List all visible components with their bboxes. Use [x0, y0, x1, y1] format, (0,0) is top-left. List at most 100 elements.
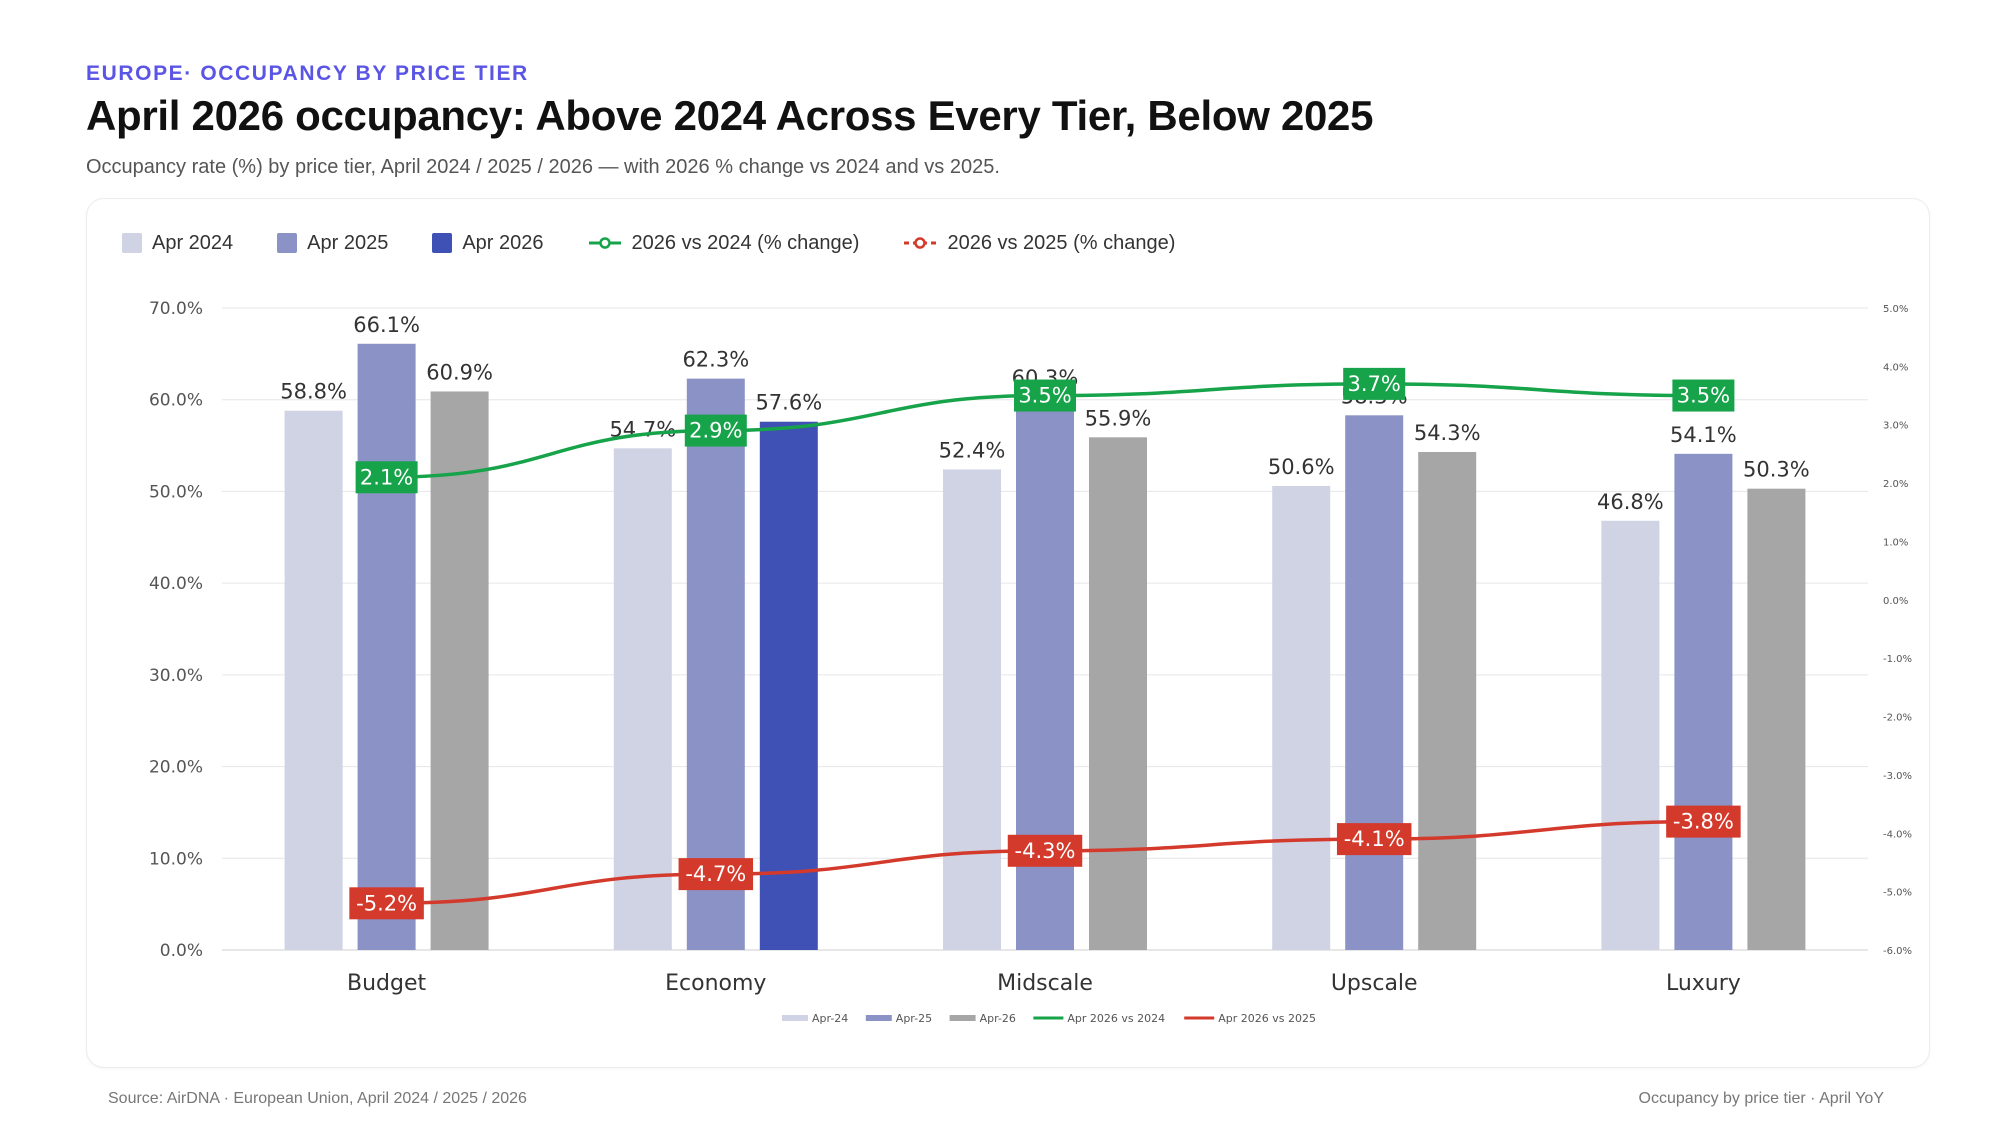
line-value-box: [684, 414, 747, 447]
legend-label: 2026 vs 2024 (% change): [631, 231, 860, 254]
source-note: Source: AirDNA · European Union, April 2…: [108, 1090, 527, 1107]
y-tick-label: 40.0%: [149, 574, 203, 594]
line-value-box: [1672, 379, 1735, 412]
bar-value-label: 60.9%: [426, 360, 493, 384]
bar: [759, 421, 818, 950]
y2-tick-label: 4.0%: [1883, 362, 1908, 373]
bottom-legend-swatch: [949, 1015, 976, 1021]
category-label: Budget: [347, 971, 427, 996]
line-value-box: [1007, 834, 1083, 867]
bar: [943, 469, 1001, 950]
bar: [1674, 453, 1733, 950]
bar-value-label: 54.1%: [1670, 423, 1737, 447]
y-tick-label: 10.0%: [149, 849, 203, 869]
bottom-legend-label: Apr-25: [896, 1012, 932, 1025]
line-value-box: [355, 461, 418, 494]
legend-swatch-apr-2026: [432, 233, 453, 253]
bar: [284, 410, 343, 951]
y-tick-label: 20.0%: [149, 758, 203, 778]
bar-value-label: 46.8%: [1597, 490, 1664, 514]
bottom-legend-label: Apr-24: [812, 1012, 848, 1025]
chart-subtitle: Occupancy rate (%) by price tier, April …: [86, 156, 1000, 178]
bar: [1016, 396, 1074, 950]
line-value-box: [349, 887, 424, 920]
chart-kicker: EUROPE· OCCUPANCY BY PRICE TIER: [86, 62, 529, 85]
category-label: Midscale: [997, 971, 1093, 996]
bar-value-label: 62.3%: [682, 348, 749, 372]
bar: [430, 391, 489, 951]
line-value-box: [1666, 805, 1741, 838]
y2-tick-label: -2.0%: [1883, 713, 1912, 724]
line-value-label: 2.1%: [360, 465, 413, 489]
y-tick-label: 50.0%: [149, 482, 203, 502]
bottom-legend-swatch: [865, 1015, 892, 1021]
line-value-label: 3.5%: [1677, 384, 1730, 408]
y-tick-label: 0.0%: [160, 941, 203, 961]
legend-item-apr-2025[interactable]: Apr 2025: [277, 232, 388, 255]
bar: [1345, 415, 1404, 950]
y-tick-label: 70.0%: [149, 299, 203, 319]
line-value-box: [1343, 367, 1406, 400]
bar: [686, 378, 745, 950]
bar-value-label: 58.8%: [280, 380, 347, 404]
bar: [1089, 437, 1147, 950]
category-label: Luxury: [1666, 971, 1741, 996]
y-tick-label: 60.0%: [149, 391, 203, 411]
bottom-legend-label: Apr 2026 vs 2024: [1067, 1012, 1165, 1025]
bar: [1601, 520, 1660, 950]
bar-value-label: 66.1%: [353, 313, 420, 337]
category-label: Upscale: [1331, 971, 1418, 996]
legend-swatch-apr-2025: [277, 233, 298, 253]
bottom-legend-swatch: [782, 1015, 808, 1021]
y2-tick-label: -1.0%: [1883, 654, 1912, 665]
y2-tick-label: 5.0%: [1883, 304, 1908, 315]
legend-line-marker-icon: [588, 237, 621, 249]
bar: [1272, 485, 1331, 950]
line-value-label: -5.2%: [356, 891, 417, 915]
line-value-box: [678, 858, 754, 891]
legend-item-apr-2024[interactable]: Apr 2024: [122, 232, 233, 255]
y2-tick-label: -5.0%: [1883, 888, 1912, 899]
line-value-label: -4.3%: [1015, 839, 1076, 863]
bar: [357, 343, 416, 951]
y2-tick-label: 3.0%: [1883, 421, 1908, 432]
bar-value-label: 52.4%: [939, 438, 1006, 462]
category-label: Economy: [665, 971, 766, 996]
line-value-label: 3.7%: [1348, 372, 1401, 396]
bottom-legend-label: Apr-26: [980, 1012, 1016, 1025]
y2-tick-label: -4.0%: [1883, 829, 1912, 840]
legend-label: 2026 vs 2025 (% change): [947, 231, 1176, 254]
bar-value-label: 50.6%: [1268, 455, 1335, 479]
line-value-label: -4.1%: [1344, 827, 1405, 851]
bar-value-label: 55.9%: [1085, 406, 1152, 430]
bar-value-label: 54.3%: [1414, 421, 1481, 445]
legend-item-vs-2025[interactable]: 2026 vs 2025 (% change): [903, 232, 1175, 255]
bar-value-label: 57.6%: [755, 391, 822, 415]
line-value-label: 3.5%: [1018, 384, 1071, 408]
top-legend: Apr 2024 Apr 2025 Apr 2026 2026 vs 2024 …: [122, 228, 1219, 258]
legend-dashed-line-marker-icon: [904, 237, 937, 249]
line-value-label: -4.7%: [685, 862, 746, 886]
y2-tick-label: 0.0%: [1883, 596, 1908, 607]
legend-label: Apr 2025: [307, 231, 389, 254]
y2-tick-label: 2.0%: [1883, 479, 1908, 490]
line-value-label: -3.8%: [1673, 810, 1734, 834]
y2-tick-label: 1.0%: [1883, 537, 1908, 548]
legend-item-vs-2024[interactable]: 2026 vs 2024 (% change): [588, 231, 860, 255]
bar: [1747, 488, 1806, 950]
y2-tick-label: -3.0%: [1883, 771, 1912, 782]
bar-value-label: 50.3%: [1743, 458, 1810, 482]
y2-tick-label: -6.0%: [1883, 946, 1912, 957]
legend-label: Apr 2026: [462, 231, 544, 254]
line-value-label: 2.9%: [689, 419, 742, 443]
legend-item-apr-2026[interactable]: Apr 2026: [432, 231, 544, 255]
y-tick-label: 30.0%: [149, 666, 203, 686]
bar: [613, 448, 672, 950]
line-value-box: [1014, 379, 1076, 412]
bottom-legend-label: Apr 2026 vs 2025: [1218, 1012, 1316, 1025]
line-value-box: [1336, 823, 1412, 856]
legend-label: Apr 2024: [152, 231, 234, 254]
bar: [1418, 451, 1477, 950]
chart-title: April 2026 occupancy: Above 2024 Across …: [86, 92, 1374, 139]
